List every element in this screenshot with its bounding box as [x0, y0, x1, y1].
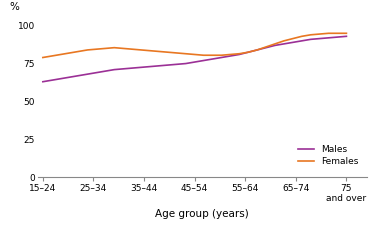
- Males: [201, 59, 206, 62]
- Males: [219, 56, 224, 59]
- Males: [282, 42, 286, 45]
- Males: [291, 41, 295, 44]
- Females: [59, 53, 63, 56]
- Males: [50, 79, 54, 81]
- Males: [326, 37, 331, 39]
- Females: [326, 32, 331, 35]
- Females: [85, 49, 90, 51]
- Females: [94, 48, 99, 51]
- Males: [344, 35, 349, 38]
- Line: Females: Females: [43, 33, 346, 57]
- Males: [112, 68, 116, 71]
- Females: [148, 49, 152, 52]
- Females: [219, 54, 224, 57]
- Males: [175, 63, 179, 66]
- Males: [148, 65, 152, 68]
- Females: [166, 51, 170, 54]
- Females: [273, 42, 277, 45]
- Females: [299, 35, 304, 38]
- Females: [210, 54, 215, 57]
- Males: [299, 39, 304, 42]
- Males: [166, 64, 170, 67]
- Males: [210, 58, 215, 60]
- Males: [94, 71, 99, 74]
- Males: [228, 55, 232, 57]
- Females: [112, 46, 116, 49]
- Males: [264, 46, 268, 49]
- Males: [335, 36, 340, 38]
- Females: [103, 47, 108, 50]
- Males: [237, 53, 242, 56]
- Females: [50, 55, 54, 57]
- Males: [273, 44, 277, 47]
- Males: [76, 74, 81, 77]
- Females: [308, 33, 313, 36]
- Legend: Males, Females: Males, Females: [294, 141, 362, 169]
- Males: [103, 70, 108, 72]
- Y-axis label: %: %: [10, 2, 20, 12]
- Females: [156, 50, 161, 53]
- Females: [282, 39, 286, 42]
- Males: [192, 61, 197, 63]
- Females: [139, 49, 143, 51]
- Males: [318, 37, 322, 40]
- Females: [291, 37, 295, 40]
- Males: [139, 66, 143, 69]
- Males: [308, 38, 313, 41]
- Males: [121, 67, 125, 70]
- Females: [237, 52, 242, 55]
- Females: [76, 50, 81, 53]
- Males: [40, 80, 45, 83]
- Females: [183, 52, 188, 55]
- Males: [59, 77, 63, 80]
- Males: [183, 62, 188, 65]
- Females: [344, 32, 349, 35]
- Females: [201, 54, 206, 57]
- Males: [130, 67, 135, 69]
- Females: [264, 46, 268, 48]
- Males: [246, 51, 251, 54]
- Females: [67, 52, 72, 54]
- Males: [255, 49, 259, 51]
- Females: [228, 53, 232, 56]
- X-axis label: Age group (years): Age group (years): [155, 209, 249, 219]
- Females: [130, 48, 135, 51]
- Females: [175, 52, 179, 54]
- Females: [318, 33, 322, 35]
- Females: [40, 56, 45, 59]
- Males: [85, 73, 90, 76]
- Females: [255, 49, 259, 51]
- Females: [192, 53, 197, 56]
- Line: Males: Males: [43, 36, 346, 82]
- Males: [156, 64, 161, 67]
- Females: [246, 51, 251, 54]
- Females: [335, 32, 340, 35]
- Females: [121, 47, 125, 50]
- Males: [67, 76, 72, 79]
